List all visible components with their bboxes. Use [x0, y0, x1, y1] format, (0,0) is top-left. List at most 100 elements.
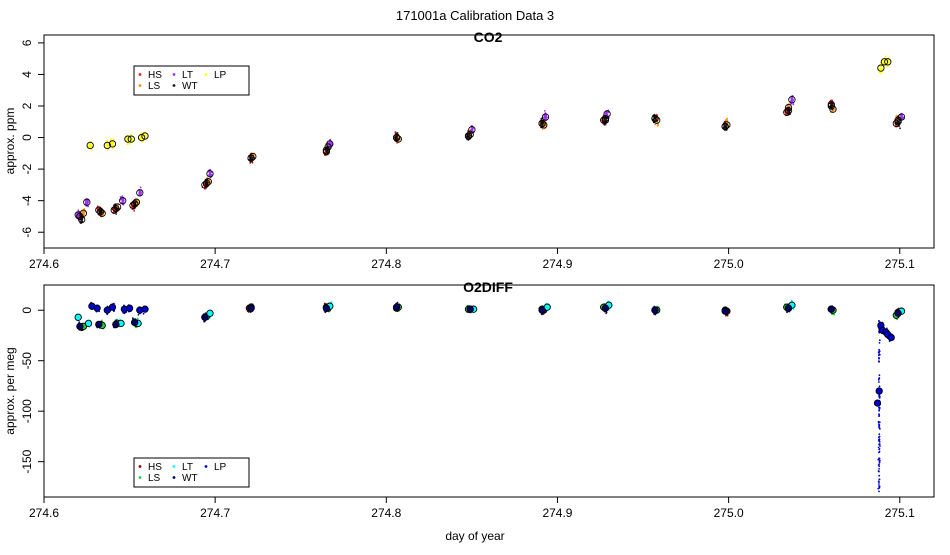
o2diff-sample-hs [725, 314, 727, 317]
co2-mean-point-ls [466, 130, 474, 139]
o2diff-mean-point-wt [131, 318, 139, 327]
co2-sample-lp [880, 65, 882, 68]
co2-sample-ls [654, 123, 657, 126]
co2-sample-wt [603, 117, 606, 120]
o2diff-y-tick-label: -100 [20, 399, 34, 423]
co2-sample-wt [79, 220, 82, 223]
o2diff-x-tick-label: 275.1 [885, 506, 915, 520]
o2diff-mean-point-wt [322, 304, 331, 312]
co2-mean-point-lt [119, 197, 127, 205]
co2-legend-marker-lp [204, 73, 208, 76]
co2-plot-frame [43, 34, 935, 249]
co2-mean-point-lp [124, 135, 132, 143]
o2diff-legend-box [133, 457, 250, 488]
co2-sample-lt [138, 192, 141, 195]
co2-sample-lt [138, 190, 141, 193]
co2-mean-point-lt [206, 170, 214, 178]
o2diff-sample-lp [878, 468, 880, 470]
co2-y-tick-label: -2 [20, 163, 34, 174]
o2diff-mean-point-lp [887, 333, 895, 342]
o2diff-sample-lp [878, 474, 881, 477]
o2diff-sample-lp [113, 310, 115, 313]
o2diff-sample-lp [878, 394, 881, 396]
figure-title: 171001a Calibration Data 3 [396, 8, 554, 23]
co2-sample-ls [656, 125, 659, 127]
co2-sample-lp [880, 67, 883, 70]
o2diff-sample-lp [878, 381, 880, 383]
co2-mean-point-ls [204, 178, 212, 186]
o2diff-sample-wt [786, 311, 788, 314]
o2diff-legend-label-wt: WT [182, 473, 198, 484]
co2-legend-marker-ls [138, 84, 142, 87]
co2-x-tick-label: 274.8 [371, 257, 401, 271]
x-axis-label: day of year [445, 529, 504, 543]
co2-sample-lp [139, 138, 142, 141]
co2-sample-wt [542, 122, 545, 125]
co2-mean-point-wt [247, 154, 255, 162]
co2-sample-lp [112, 138, 115, 141]
co2-sample-wt [540, 118, 543, 120]
co2-mean-point-lt [83, 198, 91, 206]
o2diff-mean-point-lp [875, 387, 883, 395]
co2-sample-lt [544, 115, 546, 118]
co2-mean-point-lp [127, 135, 135, 143]
co2-mean-point-wt [322, 146, 331, 154]
co2-sample-lp [105, 140, 108, 142]
co2-mean-point-wt [894, 118, 902, 126]
co2-sample-lt [606, 113, 608, 116]
co2-sample-lt [208, 171, 211, 173]
co2-sample-lt [471, 127, 474, 129]
o2diff-sample-lt [790, 299, 793, 302]
o2diff-legend-label-lt: LT [182, 462, 193, 473]
co2-sample-wt [252, 156, 254, 159]
co2-panel-title: CO2 [474, 29, 503, 45]
co2-sample-lt [901, 117, 904, 120]
o2diff-sample-lp [878, 395, 881, 398]
co2-mean-point-lp [877, 64, 885, 72]
co2-mean-point-lt [541, 113, 550, 121]
o2diff-sample-lp [878, 490, 880, 493]
co2-mean-point-lt [468, 126, 476, 134]
o2diff-mean-point-lp [108, 303, 117, 311]
o2diff-mean-point-wt [827, 305, 835, 313]
o2diff-panel: O2DIFF approx. per meg 274.6 274.7 274.8 27… [3, 279, 935, 520]
co2-sample-lp [879, 72, 882, 74]
o2diff-sample-lp [877, 458, 880, 461]
o2diff-sample-lp [878, 441, 881, 443]
co2-sample-lt [543, 110, 546, 112]
co2-mean-point-wt [538, 119, 546, 128]
co2-sample-ls [82, 211, 85, 214]
co2-sample-lp [140, 132, 143, 134]
o2diff-legend-marker-ls [138, 476, 142, 479]
o2diff-sample-lp [878, 342, 881, 344]
o2diff-mean-point-wt [894, 309, 902, 317]
o2diff-panel-title: O2DIFF [463, 279, 513, 295]
co2-sample-lt [605, 112, 607, 115]
co2-y-tick-label: -4 [20, 195, 34, 206]
co2-mean-point-ls [540, 121, 548, 129]
o2diff-legend-marker-lt [172, 465, 176, 468]
o2diff-x-tick-label: 274.9 [542, 506, 572, 520]
co2-sample-wt [468, 135, 471, 137]
co2-legend-marker-lt [172, 73, 176, 76]
co2-sample-lt [328, 145, 331, 147]
co2-sample-lt [119, 196, 122, 198]
co2-sample-lp [106, 149, 109, 151]
co2-sample-ls [726, 118, 728, 121]
co2-sample-lp [111, 141, 114, 144]
co2-sample-lt [122, 198, 125, 201]
co2-sample-lp [139, 136, 142, 139]
co2-mean-point-lp [103, 141, 111, 150]
co2-mean-point-lt [788, 96, 796, 104]
co2-mean-point-hs [783, 108, 791, 116]
co2-sample-lt [470, 129, 472, 131]
o2diff-sample-lp [878, 465, 881, 468]
o2diff-sample-lp [878, 433, 881, 436]
co2-sample-lp [878, 68, 881, 70]
co2-sample-lp [106, 145, 108, 147]
o2diff-sample-lp [878, 339, 881, 342]
o2diff-sample-lp [137, 313, 140, 316]
o2diff-x-tick-label: 274.6 [29, 506, 59, 520]
co2-legend-label-lt: LT [182, 70, 193, 81]
